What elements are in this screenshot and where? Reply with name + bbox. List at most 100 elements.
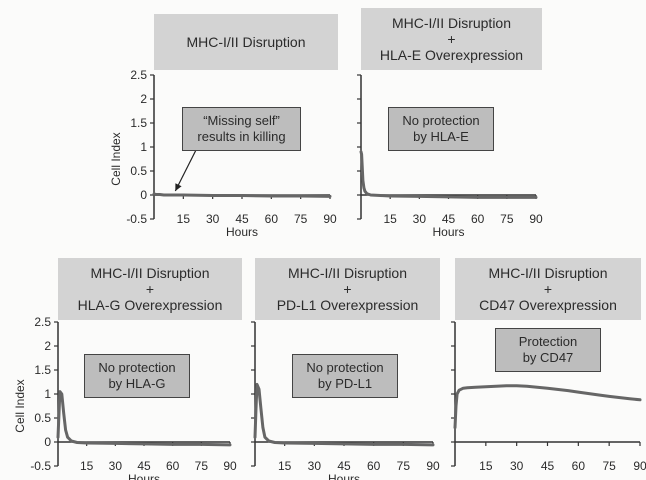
y-tick-label: -0.5: [30, 459, 51, 473]
chart-annotation: Protection by CD47: [495, 328, 601, 372]
chart-plot: 2.5 2 1.5 1 0.5 0 -0.5 15 30 45 60 75 90 Hours Cell In…: [13, 315, 237, 480]
x-tick-label: 45: [337, 459, 351, 473]
x-tick-label: 45: [137, 459, 151, 473]
y-tick-label: -0.5: [126, 212, 147, 226]
annotation-line: by HLA-E: [413, 129, 469, 144]
chart-title: MHC-I/II Disruption: [154, 14, 338, 70]
series-line: [152, 192, 332, 198]
x-axis-label: Hours: [432, 225, 464, 239]
annotation-line: results in killing: [197, 129, 286, 144]
annotation-arrow-line: [174, 149, 197, 192]
x-tick-label: 60: [265, 212, 279, 226]
chart-title-line: HLA-E Overexpression: [379, 47, 524, 63]
chart-title-line: +: [145, 281, 155, 297]
chart-panel-mhc-disruption: MHC-I/II Disruption 2.5 2 1.5 1 0.5 0 -0.5 15 30…: [0, 0, 340, 240]
x-tick-label: 15: [177, 212, 191, 226]
x-tick-label: 15: [383, 212, 397, 226]
annotation-line: by HLA-G: [108, 376, 166, 391]
x-tick-label: 90: [223, 459, 237, 473]
x-tick-label: 75: [500, 212, 514, 226]
x-tick-label: 75: [397, 459, 411, 473]
y-tick-label: 1.5: [130, 116, 147, 130]
x-axis-label: Hours: [128, 472, 160, 480]
chart-annotation: No protection by HLA-E: [388, 107, 494, 151]
y-tick-label: 1.5: [34, 363, 51, 377]
x-tick-label: 60: [367, 459, 381, 473]
annotation-line: No protection: [98, 360, 176, 375]
chart-panel-cd47: MHC-I/II Disruption + CD47 Overexpressio…: [450, 250, 646, 480]
annotation-line: Protection: [518, 334, 578, 349]
y-tick-label: 1: [140, 140, 147, 154]
x-tick-label: 75: [195, 459, 209, 473]
chart-plot: 15 30 45 60 75 90: [451, 321, 646, 473]
chart-title: MHC-I/II Disruption + HLA-E Overexpressi…: [361, 8, 542, 70]
x-tick-label: 75: [294, 212, 308, 226]
x-tick-label: 90: [323, 212, 337, 226]
annotation-line: “Missing self”: [203, 113, 280, 128]
x-tick-label: 45: [442, 212, 456, 226]
chart-panel-pd-l1: MHC-I/II Disruption + PD-L1 Overexpressi…: [250, 250, 450, 480]
chart-plot: 2.5 2 1.5 1 0.5 0 -0.5 15 30 45 60 75 90 Hours Cell In…: [109, 68, 337, 239]
x-tick-label: 30: [413, 212, 427, 226]
chart-title-line: PD-L1 Overexpression: [276, 297, 419, 313]
x-tick-label: 30: [510, 459, 524, 473]
x-tick-label: 60: [166, 459, 180, 473]
x-tick-label: 45: [235, 212, 249, 226]
chart-plot: 15 30 45 60 75 90 Hours: [251, 321, 440, 480]
chart-title: MHC-I/II Disruption + PD-L1 Overexpressi…: [255, 258, 440, 320]
chart-title-line: MHC-I/II Disruption: [488, 265, 608, 281]
x-tick-label: 30: [206, 212, 220, 226]
x-tick-label: 30: [109, 459, 123, 473]
annotation-line: by PD-L1: [317, 376, 373, 391]
x-tick-label: 15: [479, 459, 493, 473]
annotation-arrow-head: [175, 183, 182, 191]
x-tick-label: 30: [308, 459, 322, 473]
chart-title-line: +: [343, 281, 352, 297]
chart-title: MHC-I/II Disruption + CD47 Overexpressio…: [455, 258, 641, 320]
series-line: [56, 390, 232, 447]
x-tick-label: 60: [572, 459, 586, 473]
y-tick-label: 1: [44, 387, 51, 401]
chart-plot: 15 30 45 60 75 90 Hours: [357, 74, 543, 239]
y-axis-label: Cell Index: [109, 132, 123, 185]
chart-annotation: “Missing self” results in killing: [182, 107, 301, 151]
annotation-line: No protection: [306, 360, 384, 375]
x-tick-label: 60: [471, 212, 485, 226]
y-tick-label: 2.5: [130, 68, 147, 82]
x-axis-label: Hours: [226, 225, 258, 239]
series-line: [453, 384, 642, 430]
annotation-line: No protection: [402, 113, 480, 128]
x-tick-label: 90: [529, 212, 543, 226]
y-axis-label: Cell Index: [13, 379, 27, 432]
chart-title-line: MHC-I/II Disruption: [186, 34, 306, 50]
y-tick-label: 0: [140, 188, 147, 202]
chart-annotation: No protection by PD-L1: [292, 354, 398, 398]
y-tick-label: 2: [140, 92, 147, 106]
chart-title-line: MHC-I/II Disruption: [391, 15, 512, 31]
series-line: [253, 382, 435, 447]
series-line: [359, 150, 538, 199]
annotation-line: by CD47: [522, 350, 574, 365]
chart-title-line: +: [543, 281, 553, 297]
chart-title-line: CD47 Overexpression: [479, 297, 617, 313]
y-tick-label: 0.5: [34, 411, 51, 425]
y-tick-label: 2: [44, 339, 51, 353]
y-tick-label: 2.5: [34, 315, 51, 329]
chart-panel-hla-e: MHC-I/II Disruption + HLA-E Overexpressi…: [340, 0, 646, 240]
chart-title-line: MHC-I/II Disruption: [287, 265, 408, 281]
x-tick-label: 90: [426, 459, 440, 473]
x-axis-label: Hours: [328, 472, 360, 480]
x-tick-label: 15: [80, 459, 94, 473]
x-tick-label: 90: [633, 459, 646, 473]
y-tick-label: 0: [44, 435, 51, 449]
chart-title-line: +: [447, 31, 456, 47]
x-tick-label: 75: [602, 459, 616, 473]
chart-annotation: No protection by HLA-G: [84, 354, 190, 398]
chart-title: MHC-I/II Disruption + HLA-G Overexpressi…: [58, 258, 242, 320]
x-tick-label: 15: [278, 459, 292, 473]
chart-title-line: MHC-I/II Disruption: [90, 265, 210, 281]
chart-title-line: HLA-G Overexpression: [77, 297, 223, 313]
chart-panel-hla-g: MHC-I/II Disruption + HLA-G Overexpressi…: [0, 250, 250, 480]
x-tick-label: 45: [541, 459, 555, 473]
y-tick-label: 0.5: [130, 164, 147, 178]
